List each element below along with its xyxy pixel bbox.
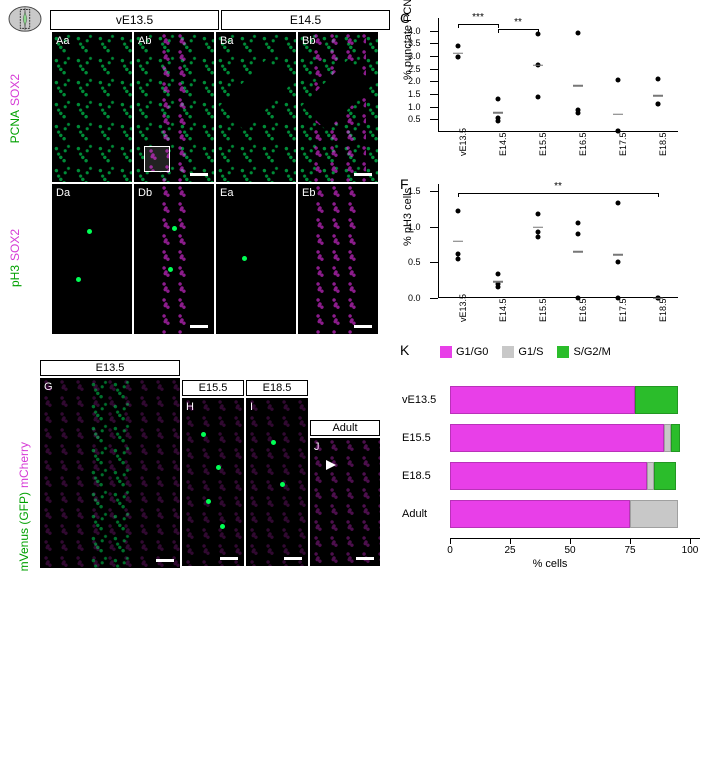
- panel-Bb: Bb: [298, 32, 378, 182]
- panel-Ea: Ea: [216, 184, 296, 334]
- panel-G: G: [40, 378, 180, 568]
- brain-schematic-icon: [6, 2, 44, 34]
- panel-Da: Da: [52, 184, 132, 334]
- panel-Ba: Ba: [216, 32, 296, 182]
- chartK-xlabel: % cells: [533, 558, 568, 570]
- header-ve13: vE13.5: [50, 10, 219, 30]
- header-e13: E13.5: [40, 360, 180, 376]
- arrowhead-icon: [326, 460, 336, 470]
- bl-label-mvenus: mVenus (GFP): [17, 492, 31, 571]
- row2-label-ph3: pH3: [8, 265, 22, 287]
- header-adult: Adult: [310, 420, 380, 436]
- bl-label-mcherry: mCherry: [17, 442, 31, 488]
- chartK-bars: vE13.5E15.5E18.5Adult: [450, 386, 700, 528]
- panel-J: J: [310, 438, 380, 566]
- chart-pcna: C % punctate PCNA cells ***** 0.51.01.52…: [400, 10, 690, 160]
- bottom-micrograph-cluster: mCherry mVenus (GFP) E13.5 G E15.5 H: [10, 360, 390, 568]
- chart-ph3: F % pH3 cells ** 0.00.51.01.5vE13.5E14.5…: [400, 176, 690, 326]
- chartK-xaxis: 0255075100: [450, 538, 700, 566]
- panel-Ab: Ab: [134, 32, 214, 182]
- chartF-plot: **: [438, 184, 678, 298]
- chartF-ylabel: % pH3 cells: [402, 188, 414, 246]
- row1-label-pcna: PCNA: [8, 110, 22, 143]
- chart-cellcycle: K G1/G0G1/SS/G2/M vE13.5E15.5E18.5Adult …: [400, 360, 700, 560]
- chartK-letter: K: [400, 342, 409, 358]
- panel-Eb: Eb: [298, 184, 378, 334]
- panel-H: H: [182, 398, 244, 566]
- row2-label-sox2: SOX2: [8, 229, 22, 261]
- panel-Aa: Aa: [52, 32, 132, 182]
- panel-Db: Db: [134, 184, 214, 334]
- header-e18: E18.5: [246, 380, 308, 396]
- figure: vE13.5 E14.5 SOX2 PCNA Aa Ab: [10, 10, 699, 568]
- header-e14: E14.5: [221, 10, 390, 30]
- panel-I: I: [246, 398, 308, 566]
- header-e15: E15.5: [182, 380, 244, 396]
- chartK-legend: G1/G0G1/SS/G2/M: [440, 346, 611, 358]
- row1-label-sox2: SOX2: [8, 74, 22, 106]
- chartC-plot: *****: [438, 18, 678, 132]
- top-micrograph-cluster: vE13.5 E14.5 SOX2 PCNA Aa Ab: [10, 10, 390, 334]
